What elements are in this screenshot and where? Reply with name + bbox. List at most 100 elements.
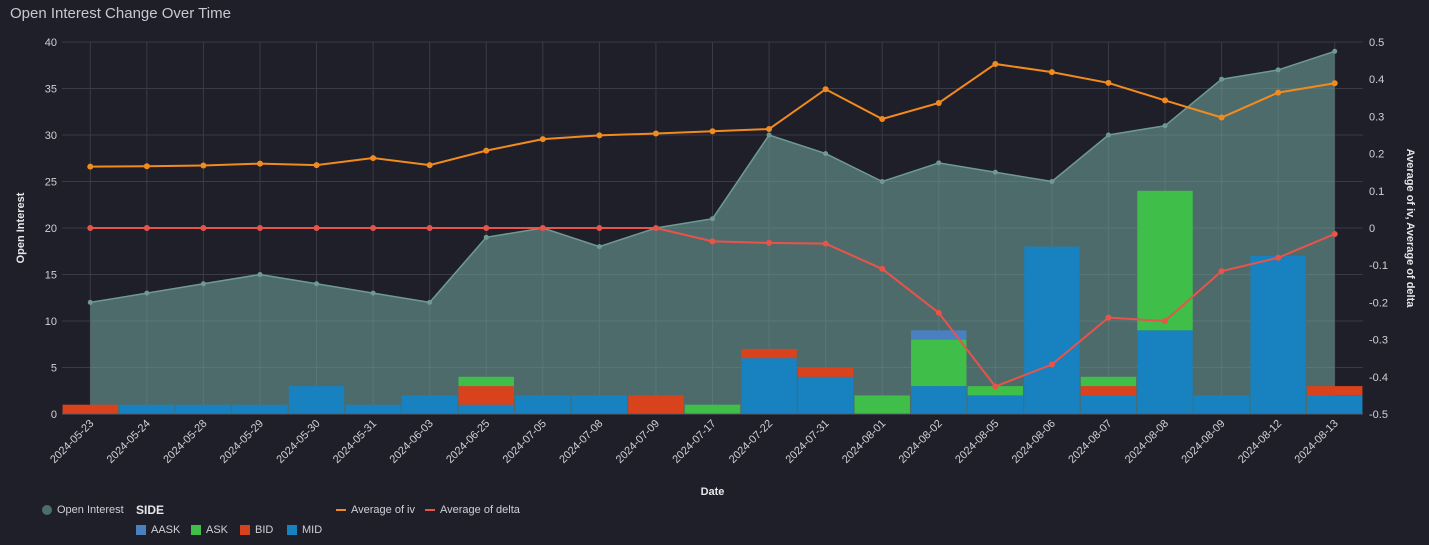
bar-bid — [62, 404, 118, 414]
delta-point — [879, 265, 886, 272]
y-tick-label: 20 — [45, 223, 57, 235]
legend-ask[interactable]: ASK — [191, 524, 228, 536]
legend-open-interest[interactable]: Open Interest — [42, 504, 124, 516]
bar-ask — [911, 339, 967, 387]
bar-mid — [1250, 255, 1306, 414]
aask-swatch — [136, 525, 146, 535]
open-interest-point — [766, 132, 772, 138]
x-tick-label: 2024-08-06 — [1010, 418, 1058, 466]
iv-point — [143, 163, 150, 170]
open-interest-point — [879, 179, 885, 184]
delta-point — [256, 225, 263, 231]
legend-delta-label: Average of delta — [440, 504, 520, 516]
open-interest-point — [710, 216, 715, 222]
y2-tick-label: 0.5 — [1369, 37, 1384, 49]
ask-swatch — [191, 525, 201, 535]
bar-ask — [1137, 190, 1193, 331]
delta-point — [87, 225, 94, 231]
open-interest-point — [314, 281, 320, 287]
delta-point — [1331, 230, 1338, 237]
y2-tick-label: -0.3 — [1369, 335, 1388, 347]
bar-ask — [684, 404, 741, 414]
x-tick-label: 2024-08-01 — [840, 418, 888, 466]
bar-mid — [911, 386, 967, 414]
open-interest-point — [1105, 132, 1111, 138]
open-interest-point — [144, 290, 150, 296]
delta-point — [652, 225, 659, 231]
x-tick-label: 2024-07-05 — [501, 418, 549, 466]
delta-point — [1105, 314, 1112, 321]
legend-delta[interactable]: Average of delta — [425, 504, 520, 516]
open-interest-point — [200, 281, 206, 287]
open-interest-point — [87, 299, 93, 305]
legend-mid[interactable]: MID — [287, 524, 322, 536]
iv-point — [879, 116, 886, 123]
open-interest-area-fill — [90, 51, 1335, 415]
delta-point — [596, 225, 603, 231]
open-interest-point — [992, 169, 998, 175]
open-interest-point — [823, 151, 829, 157]
bar-mid — [1137, 330, 1193, 414]
x-tick-label: 2024-08-07 — [1066, 418, 1114, 466]
delta-point — [426, 225, 433, 231]
bar-bid — [1080, 386, 1137, 396]
iv-point — [200, 162, 207, 169]
average-lines — [87, 60, 1338, 390]
bar-mid — [1307, 395, 1363, 414]
iv-point — [1331, 80, 1338, 87]
bar-bid — [797, 367, 854, 377]
delta-point — [766, 239, 773, 246]
bar-mid — [175, 404, 232, 414]
bar-mid — [1080, 395, 1137, 414]
open-interest-point — [257, 272, 263, 277]
legend-aask[interactable]: AASK — [136, 524, 180, 536]
x-tick-label: 2024-07-17 — [670, 418, 718, 466]
x-tick-label: 2024-05-23 — [48, 418, 96, 466]
delta-point — [992, 383, 999, 390]
legend-ask-label: ASK — [206, 524, 229, 536]
x-tick-label: 2024-08-02 — [897, 418, 945, 466]
iv-point — [652, 130, 659, 137]
bar-mid — [458, 404, 514, 414]
open-interest-point — [1219, 76, 1225, 82]
bar-mid — [1193, 395, 1250, 414]
iv-point — [1105, 79, 1112, 86]
delta-point — [143, 225, 150, 231]
legend-iv-label: Average of iv — [351, 504, 416, 516]
iv-point — [370, 155, 377, 162]
open-interest-point — [1275, 67, 1281, 73]
y-tick-label: 40 — [45, 37, 57, 49]
bid-swatch — [240, 525, 250, 535]
y2-tick-label: -0.5 — [1369, 409, 1388, 421]
delta-point — [370, 225, 377, 231]
iv-point — [709, 128, 716, 135]
bar-mid — [119, 404, 175, 414]
delta-point — [1048, 361, 1055, 368]
delta-point — [1275, 254, 1282, 261]
y-tick-label: 30 — [45, 130, 57, 142]
iv-point — [1218, 114, 1225, 121]
bar-mid — [401, 395, 458, 414]
delta-point — [935, 309, 942, 316]
delta-point — [709, 238, 716, 245]
x-tick-label: 2024-06-25 — [444, 418, 492, 466]
delta-point — [822, 240, 829, 247]
mid-swatch — [287, 525, 297, 535]
x-tick-label: 2024-05-28 — [161, 418, 209, 466]
x-tick-label: 2024-07-31 — [783, 418, 831, 466]
open-interest-point — [483, 234, 489, 240]
open-interest-point — [370, 290, 376, 296]
bar-ask — [1080, 376, 1137, 387]
legend-iv[interactable]: Average of iv — [336, 504, 415, 516]
legend-bid[interactable]: BID — [240, 524, 273, 536]
bar-bid — [458, 386, 514, 405]
x-tick-label: 2024-07-22 — [727, 418, 775, 466]
iv-point — [935, 100, 942, 107]
y-tick-label: 15 — [45, 270, 57, 282]
y2-tick-label: 0 — [1369, 223, 1375, 235]
y2-tick-label: 0.3 — [1369, 111, 1384, 123]
bar-mid — [232, 404, 288, 414]
x-tick-label: 2024-08-13 — [1293, 418, 1341, 466]
x-tick-label: 2024-07-08 — [557, 418, 605, 466]
x-tick-label: 2024-05-31 — [331, 418, 379, 466]
